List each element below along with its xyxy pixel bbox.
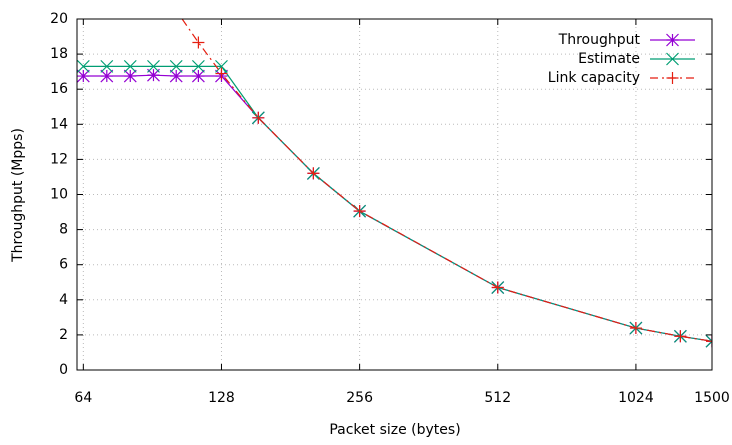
x-tick-label: 64 xyxy=(74,390,92,406)
data-point xyxy=(674,330,687,343)
y-tick-label: 2 xyxy=(59,327,68,343)
x-axis-label: Packet size (bytes) xyxy=(329,422,460,438)
y-tick-label: 0 xyxy=(59,362,68,378)
y-tick-label: 16 xyxy=(50,81,68,97)
data-point xyxy=(191,69,205,83)
data-point xyxy=(170,4,182,16)
data-point xyxy=(215,67,228,80)
series-line xyxy=(83,74,712,342)
legend-label: Link capacity xyxy=(548,70,640,86)
data-point xyxy=(123,59,137,73)
legend-marker xyxy=(666,72,679,84)
data-point xyxy=(77,69,90,83)
data-point xyxy=(191,59,205,73)
data-point xyxy=(491,281,504,294)
data-point xyxy=(100,59,114,73)
legend-label: Throughput xyxy=(558,32,641,48)
data-point xyxy=(252,111,265,124)
y-axis-label: Throughput (Mpps) xyxy=(10,128,26,263)
data-point xyxy=(192,36,205,49)
data-point xyxy=(123,69,137,83)
x-tick-label: 1024 xyxy=(618,390,654,406)
data-point xyxy=(147,68,160,82)
data-point xyxy=(705,334,712,348)
y-tick-label: 18 xyxy=(50,46,68,62)
data-point xyxy=(77,59,90,73)
y-tick-label: 6 xyxy=(59,257,68,273)
x-tick-label: 1500 xyxy=(694,390,730,406)
x-tick-label: 128 xyxy=(208,390,235,406)
data-point xyxy=(169,69,183,83)
data-point xyxy=(147,59,160,73)
y-tick-label: 4 xyxy=(59,292,68,308)
data-point xyxy=(629,322,642,335)
y-tick-label: 10 xyxy=(50,187,68,203)
y-tick-label: 14 xyxy=(50,116,68,132)
data-point xyxy=(100,69,114,83)
data-point xyxy=(307,167,320,180)
data-point xyxy=(169,59,183,73)
y-tick-label: 8 xyxy=(59,222,68,238)
y-tick-label: 20 xyxy=(50,11,68,27)
series-line xyxy=(181,19,712,342)
data-point xyxy=(353,204,366,217)
y-tick-label: 12 xyxy=(50,151,68,167)
legend-marker xyxy=(666,52,679,66)
legend-label: Estimate xyxy=(578,51,640,67)
legend-marker xyxy=(666,33,679,47)
data-point xyxy=(706,335,712,348)
x-tick-label: 256 xyxy=(346,390,373,406)
x-tick-label: 512 xyxy=(484,390,511,406)
data-point xyxy=(215,59,228,73)
